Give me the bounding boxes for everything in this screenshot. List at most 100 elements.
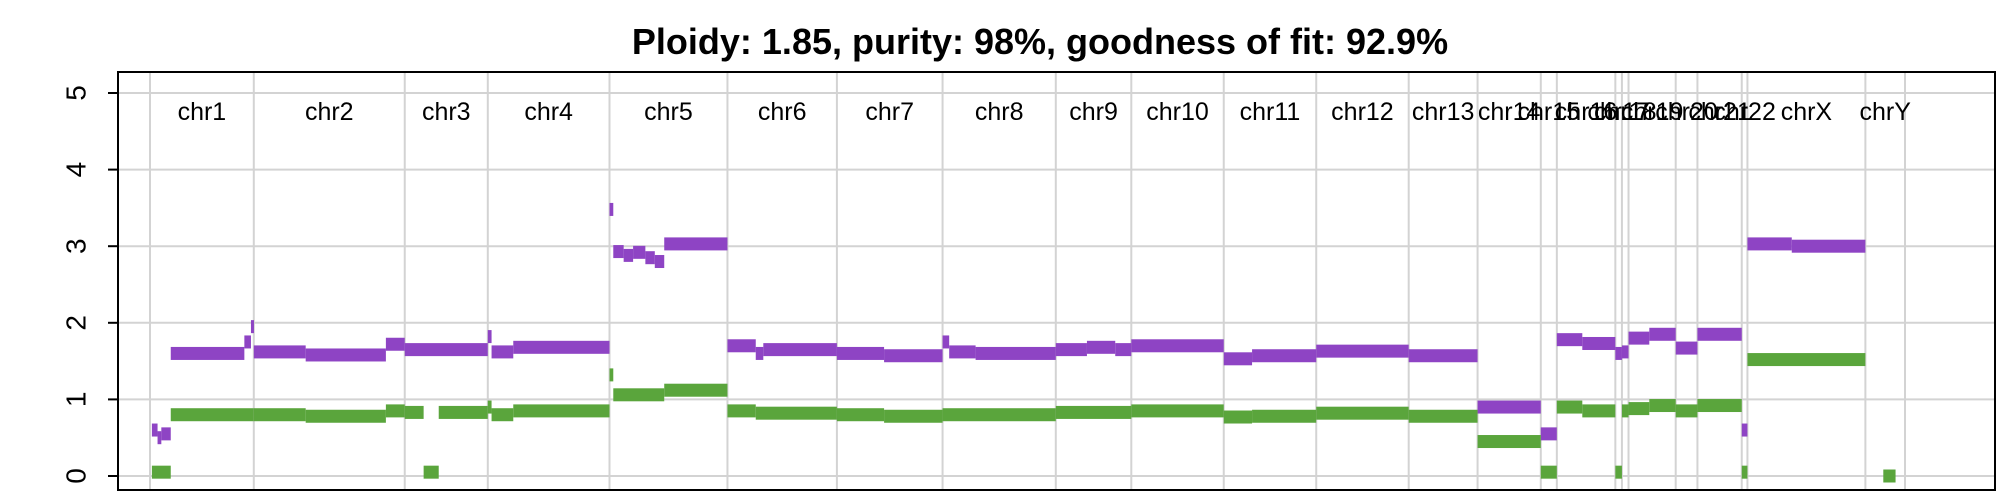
segment-mark [157, 431, 162, 445]
segment-mark [1408, 409, 1478, 423]
segment-mark [1621, 345, 1629, 359]
segment-mark [170, 408, 254, 422]
segment-mark [1540, 465, 1557, 479]
segment-mark [1697, 327, 1742, 341]
chromosome-label: chr13 [1412, 98, 1475, 126]
segment-mark [1316, 344, 1409, 358]
segment-mark [1055, 343, 1087, 357]
segment-mark [385, 404, 405, 418]
chromosome-label: chr9 [1069, 98, 1118, 126]
segment-mark [404, 405, 424, 419]
segment-mark [1741, 465, 1748, 479]
segment-mark [438, 405, 488, 419]
segment-mark [1556, 400, 1583, 414]
y-tick-label: 2 [60, 315, 91, 331]
segment-mark [151, 423, 158, 437]
segment-mark [727, 404, 756, 418]
chromosome-label: chrY [1859, 98, 1911, 126]
y-tick-label: 1 [60, 392, 91, 408]
segment-mark [1582, 404, 1616, 418]
chromosome-label: chr22 [1713, 98, 1776, 126]
plot-frame [117, 71, 1996, 491]
y-tick-label: 0 [60, 468, 91, 484]
chromosome-label: chr7 [865, 98, 914, 126]
segment-mark [1477, 400, 1541, 414]
series-1 [151, 202, 1866, 445]
chromosome-label: chr8 [975, 98, 1024, 126]
chromosome-label: chr19 [1621, 98, 1684, 126]
segment-mark [836, 346, 885, 360]
segment-mark [253, 408, 306, 422]
segment-mark [623, 248, 634, 262]
segment-mark [613, 388, 665, 402]
chromosome-label: chr5 [644, 98, 693, 126]
segment-mark [1582, 336, 1616, 350]
segment-mark [1477, 435, 1541, 449]
segment-mark [305, 348, 386, 362]
segment-mark [1223, 410, 1253, 424]
chart-title: Ploidy: 1.85, purity: 98%, goodness of f… [632, 21, 1448, 62]
segment-mark [755, 346, 764, 360]
chromosome-label: chr6 [758, 98, 807, 126]
chromosome-label: chr4 [524, 98, 573, 126]
segment-mark [755, 406, 837, 420]
segment-mark [1252, 349, 1317, 363]
segment-mark [664, 383, 728, 397]
segment-mark [613, 245, 624, 259]
segment-mark [1649, 327, 1676, 341]
segment-mark [151, 465, 171, 479]
chromosome-label: chr14 [1478, 98, 1541, 126]
segment-mark [942, 408, 1056, 422]
segment-mark [1086, 340, 1116, 354]
segment-mark [1556, 333, 1583, 347]
chromosome-label: chr2 [305, 98, 354, 126]
y-tick-label: 5 [60, 85, 91, 101]
segment-mark [1883, 469, 1896, 483]
chromosome-label: chr18 [1594, 98, 1657, 126]
chromosome-label: chr17 [1587, 98, 1650, 126]
segment-mark [487, 400, 492, 414]
segment-mark [1615, 346, 1622, 360]
segment-mark [1791, 239, 1866, 253]
chromosome-label: chr12 [1331, 98, 1394, 126]
segment-mark [942, 335, 950, 349]
segment-mark [1115, 343, 1132, 357]
segment-mark [836, 408, 885, 422]
segment-mark [1675, 404, 1698, 418]
segment-mark [654, 255, 665, 269]
plot-area [151, 202, 1896, 483]
segment-mark [404, 343, 488, 357]
segment-mark [1697, 399, 1742, 413]
segment-mark [1055, 405, 1132, 419]
series-2 [151, 353, 1896, 483]
chromosome-label: chr21 [1688, 98, 1751, 126]
segment-mark [1747, 237, 1792, 251]
segment-mark [884, 409, 943, 423]
segment-mark [385, 337, 405, 351]
y-tick-label: 4 [60, 162, 91, 178]
segment-mark [491, 345, 514, 359]
segment-mark [1540, 427, 1557, 441]
chromosome-label: chr10 [1146, 98, 1209, 126]
chromosome-label: chr16 [1555, 98, 1618, 126]
segment-mark [727, 339, 756, 353]
segment-mark [250, 320, 254, 334]
chromosome-label: chr11 [1240, 98, 1301, 126]
segment-mark [161, 427, 171, 441]
segment-mark [1621, 404, 1629, 418]
segment-mark [884, 349, 943, 363]
segment-mark [1252, 409, 1317, 423]
chromosome-label: chr3 [422, 98, 471, 126]
segment-mark [487, 330, 492, 344]
segment-mark [513, 340, 610, 354]
segment-mark [1223, 352, 1253, 366]
segment-mark [1628, 331, 1650, 345]
segment-mark [645, 251, 655, 265]
segment-mark [1131, 339, 1224, 353]
segment-mark [1741, 423, 1748, 437]
segment-mark [1615, 465, 1622, 479]
segment-mark [609, 202, 614, 216]
segment-mark [609, 368, 614, 382]
chromosome-label: chrX [1781, 98, 1833, 126]
